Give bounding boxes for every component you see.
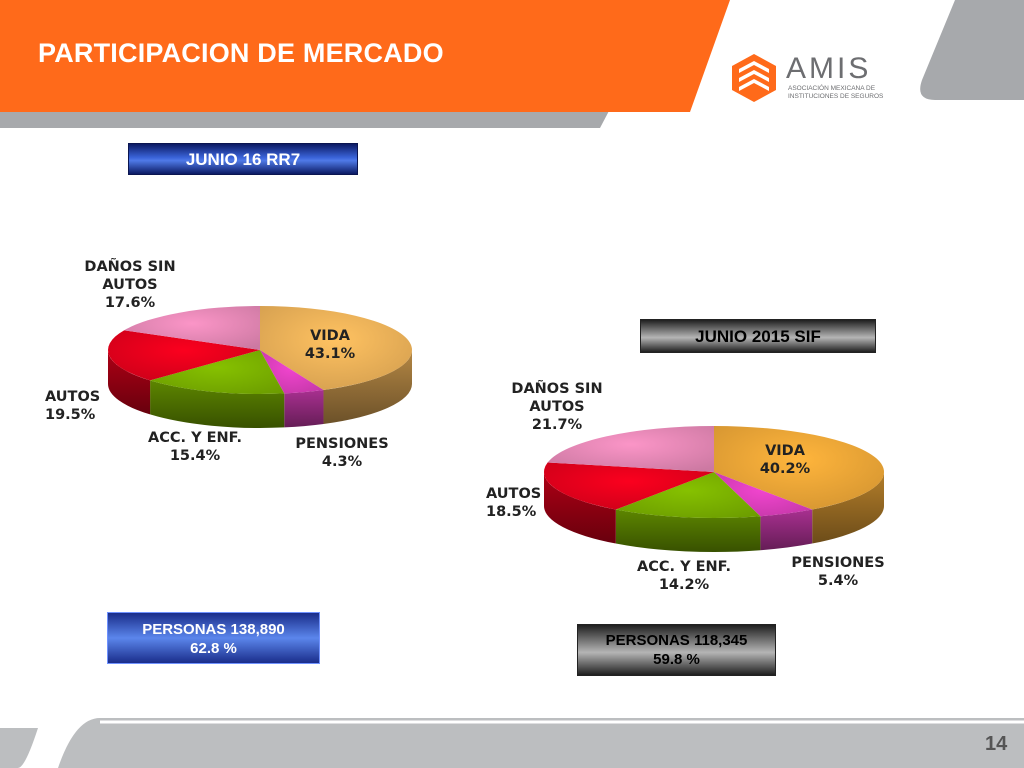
chart2-title-box: JUNIO 2015 SIF [640, 319, 876, 353]
logo-name: AMIS [786, 52, 872, 85]
pie-side-autos [544, 472, 616, 544]
page-number: 14 [985, 733, 1008, 755]
pie-side-walls [108, 350, 413, 429]
pie-side-acc-y-enf- [615, 509, 761, 552]
slice-label-vida: VIDA 40.2% [760, 443, 811, 477]
amis-logo: AMIS ASOCIACIÓN MEXICANA DE INSTITUCIONE… [728, 52, 888, 104]
chart1-summary-line2: 62.8 % [190, 640, 237, 657]
pie-chart-junio-16: VIDA 43.1% PENSIONES 4.3% ACC. Y ENF. 15.4% AU… [45, 258, 413, 470]
pie-slice-daños-sin-autos [547, 426, 714, 472]
slice-label-daños-sin-autos: DAÑOS SIN AUTOS 17.6% [84, 258, 175, 311]
chart2-summary-line1: PERSONAS 118,345 [605, 632, 748, 649]
amis-logo-icon [732, 54, 776, 102]
pie-slice-autos [108, 330, 260, 381]
slice-label-pensiones: PENSIONES 5.4% [791, 555, 884, 589]
pie-slice-pensiones [260, 350, 324, 394]
slide-title: PARTICIPACION DE MERCADO [38, 38, 444, 68]
pie-slice-daños-sin-autos [124, 306, 260, 350]
footer-left-gray-tab [0, 728, 38, 768]
chart1-summary-line1: PERSONAS 138,890 [142, 621, 285, 638]
slice-label-acc-y-enf-: ACC. Y ENF. 15.4% [148, 430, 242, 464]
chart2-summary-box: PERSONAS 118,345 59.8 % [577, 624, 776, 676]
logo-subtitle: ASOCIACIÓN MEXICANA DE INSTITUCIONES DE … [788, 85, 898, 100]
header-right-gray-tab [920, 0, 1024, 100]
pie-slice-pensiones [714, 472, 813, 517]
slice-label-vida: VIDA 43.1% [305, 328, 356, 362]
pie-side-autos [108, 350, 151, 415]
header-orange-band [0, 0, 730, 112]
logo-subtitle-line2: INSTITUCIONES DE SEGUROS [788, 92, 884, 100]
pie-slice-acc-y-enf- [615, 472, 761, 518]
slice-label-daños-sin-autos: DAÑOS SIN AUTOS 21.7% [511, 380, 602, 433]
chart2-summary-line2: 59.8 % [653, 651, 700, 668]
pie-side-pensiones [760, 509, 813, 551]
pie-side-vida [323, 350, 413, 424]
pie-slice-acc-y-enf- [150, 350, 285, 394]
pie-slice-vida [260, 306, 413, 390]
pie-side-vida [812, 472, 885, 544]
pie-side-walls [544, 472, 885, 552]
pie-chart-junio-2015: VIDA 40.2% PENSIONES 5.4% ACC. Y ENF. 14.2% AU… [486, 380, 885, 593]
slice-label-autos: AUTOS 18.5% [486, 486, 541, 520]
footer-gray-band [58, 718, 1024, 768]
chart1-title-box: JUNIO 16 RR7 [128, 143, 358, 175]
pie-slice-autos [544, 462, 714, 510]
pie-slice-vida [714, 426, 885, 510]
pie-side-pensiones [284, 389, 324, 428]
chart2-title: JUNIO 2015 SIF [695, 327, 821, 346]
pie-side-acc-y-enf- [150, 380, 285, 429]
slice-label-autos: AUTOS 19.5% [45, 389, 100, 423]
chart1-summary-box: PERSONAS 138,890 62.8 % [107, 612, 320, 664]
chart1-title: JUNIO 16 RR7 [185, 150, 301, 169]
slice-label-pensiones: PENSIONES 4.3% [295, 436, 388, 470]
logo-subtitle-line1: ASOCIACIÓN MEXICANA DE [788, 85, 876, 92]
slice-label-acc-y-enf-: ACC. Y ENF. 14.2% [637, 559, 731, 593]
